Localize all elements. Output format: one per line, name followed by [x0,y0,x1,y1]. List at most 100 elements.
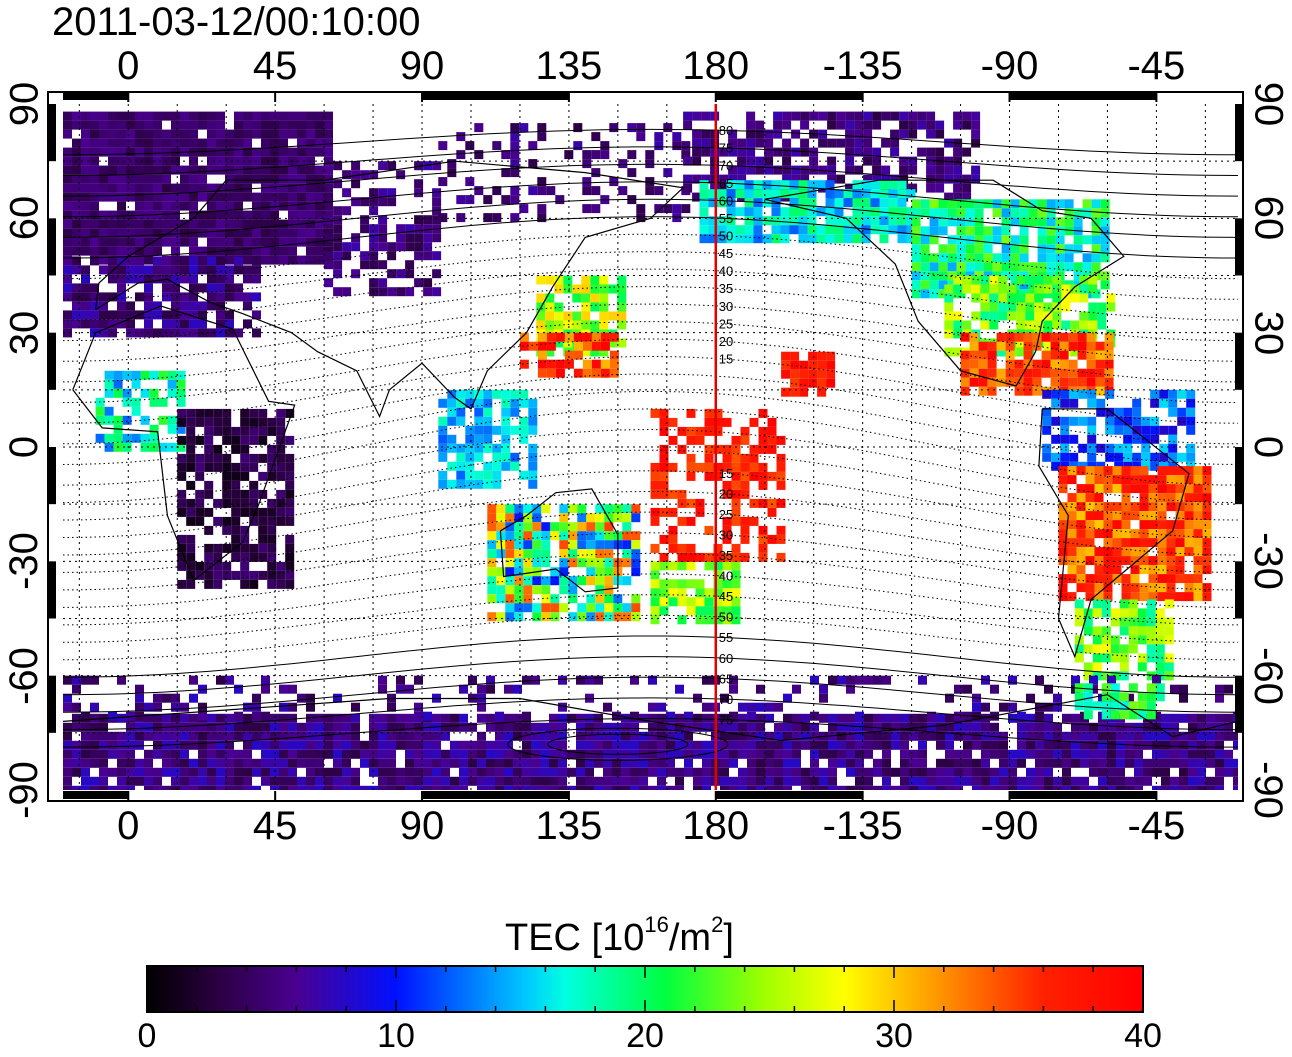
tec-cell [599,311,609,321]
tec-cell [180,301,189,311]
tec-cell [285,552,295,562]
coastline [95,160,685,419]
tec-cell [162,310,171,320]
tec-cell [189,767,198,777]
tec-cell [1094,583,1104,593]
tec-cell [234,731,243,741]
tec-cell [1168,434,1178,444]
tec-cell [627,123,637,133]
tec-cell [231,534,241,544]
tec-cell [213,426,223,436]
tec-cell [1206,785,1215,790]
tec-cell [171,319,180,329]
tec-cell [519,425,529,435]
frame-segment [48,675,56,733]
tec-cell [216,256,225,266]
tec-cell [965,208,975,218]
tec-cell [828,713,837,723]
tec-cell [532,504,542,514]
tec-cell [207,228,216,238]
tec-cell [684,731,693,741]
tec-cell [285,471,295,481]
tec-cell [954,722,963,732]
tec-cell [369,758,378,768]
tec-cell [468,675,477,685]
meridian-label: 70 [719,692,733,707]
tec-cell [663,123,673,133]
tec-cell [846,684,855,694]
tec-cell [153,693,162,703]
tec-cell [1037,208,1047,218]
tec-cell [1110,644,1120,654]
magnetic-latitude-contour [63,303,1238,362]
tec-cell [288,129,297,139]
tec-cell [568,585,578,595]
tec-cell [72,749,81,759]
tec-cell [81,192,90,202]
tec-cell [495,722,504,732]
tec-cell [90,740,99,750]
tec-cell [450,749,459,759]
tec-cell [135,129,144,139]
tec-cell [935,183,945,193]
tec-cell [1179,731,1188,741]
tec-cell [1023,377,1033,387]
tec-cell [492,389,502,399]
tec-cell [1028,280,1038,290]
tec-cell [204,489,214,499]
tec-cell [1089,740,1098,750]
tec-cell [216,165,225,175]
tec-cell [1061,284,1071,294]
tec-cell [414,224,424,234]
tec-cell [920,280,930,290]
tec-cell [1146,710,1156,720]
tec-cell [599,275,609,285]
tec-cell [423,233,433,243]
tec-cell [324,147,333,157]
tec-cell [722,480,732,490]
tec-cell [917,147,927,157]
tec-cell [198,111,207,121]
tec-cell [604,531,614,541]
tec-cell [492,141,502,151]
tec-cell [63,776,72,786]
tec-cell [198,246,207,256]
tec-cell [776,525,786,535]
tec-cell [297,192,306,202]
tec-cell [131,406,141,416]
y-tick-label-right: -90 [1246,761,1290,819]
tec-cell [204,408,214,418]
tec-cell [960,377,970,387]
tec-cell [487,567,497,577]
tec-cell [396,713,405,723]
tec-cell [545,275,555,285]
tec-cell [747,740,756,750]
tec-cell [72,228,81,238]
tec-cell [225,328,234,338]
tec-cell [564,350,574,360]
tec-cell [153,776,162,786]
tec-cell [781,360,791,370]
tec-cell [568,612,578,622]
tec-cell [735,225,745,235]
tec-cell [600,341,610,351]
tec-cell [559,522,569,532]
tec-cell [834,234,844,244]
tec-cell [1080,785,1089,790]
tec-cell [645,186,655,196]
tec-cell [505,576,515,586]
tec-cell [276,444,286,454]
tec-cell [438,425,448,435]
tec-cell [648,749,657,759]
tec-cell [686,543,696,553]
tec-cell [944,138,954,148]
tec-cell [252,111,261,121]
tec-cell [888,180,898,190]
tec-cell [99,228,108,238]
tec-cell [546,186,556,196]
tec-cell [176,424,186,434]
tec-cell [617,275,627,285]
tec-cell [541,549,551,559]
tec-cell [1132,416,1142,426]
tec-cell [659,507,669,517]
